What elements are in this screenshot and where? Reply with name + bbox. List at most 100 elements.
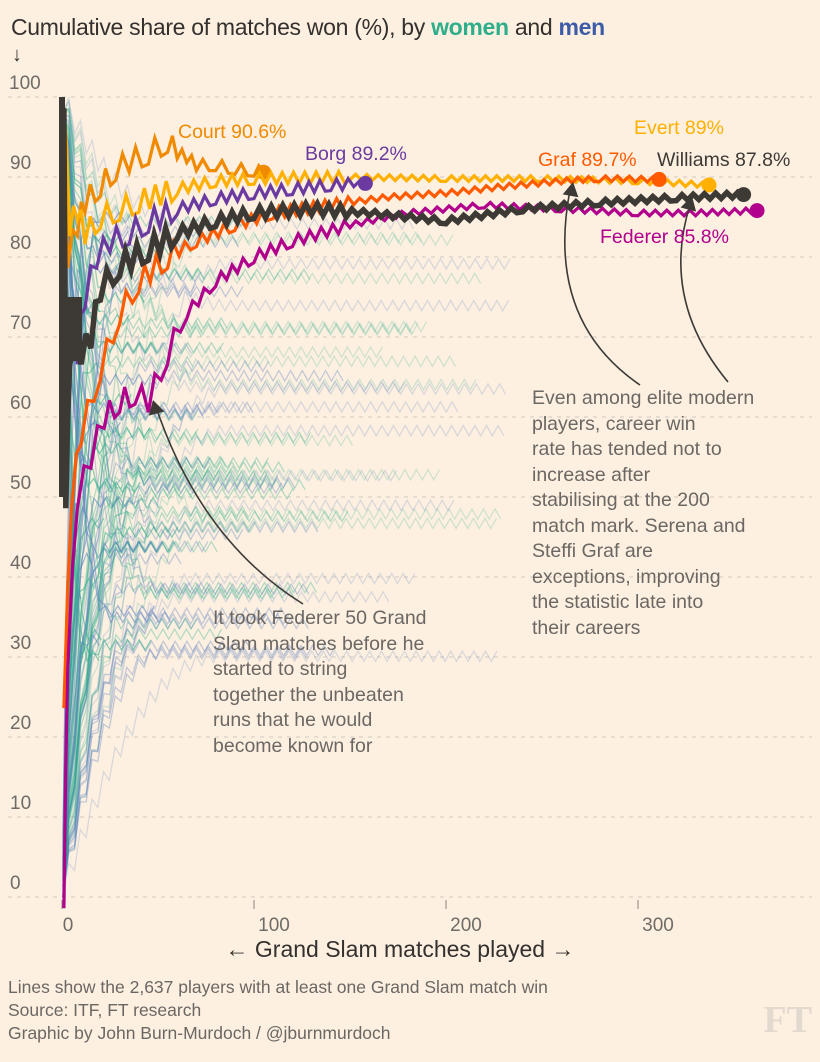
y-tick-label: 80 bbox=[10, 233, 31, 254]
footer-credit: Graphic by John Burn-Murdoch / @jburnmur… bbox=[8, 1023, 391, 1043]
chart-plot: 0 10 20 30 40 50 60 70 80 90 100 0 100 200 300 Court … bbox=[8, 73, 812, 936]
background-player-line bbox=[62, 114, 498, 530]
background-player-line bbox=[62, 128, 198, 631]
background-player-line bbox=[62, 120, 205, 421]
footer: Lines show the 2,637 players with at lea… bbox=[8, 976, 548, 1045]
series-label-evert: Evert 89% bbox=[634, 117, 724, 139]
background-player-line bbox=[62, 647, 307, 898]
annotation-line: their careers bbox=[532, 616, 641, 639]
elite-annotation: Even among elite modern players, career … bbox=[532, 386, 754, 641]
annotation-line: Even among elite modern bbox=[532, 387, 755, 409]
annotation-line: Steffi Graf are bbox=[532, 540, 654, 562]
series-label-graf: Graf 89.7% bbox=[538, 149, 637, 171]
background-player-line bbox=[62, 606, 288, 898]
background-player-line bbox=[62, 505, 249, 898]
background-player-line bbox=[62, 382, 506, 898]
williams-arrow-head bbox=[680, 196, 697, 212]
background-player-line bbox=[62, 469, 271, 898]
background-player-line bbox=[62, 408, 199, 893]
background-player-line bbox=[62, 233, 454, 898]
series-label-borg: Borg 89.2% bbox=[305, 143, 407, 165]
series-endpoint-evert bbox=[701, 177, 717, 193]
background-player-line bbox=[62, 345, 383, 898]
series-endpoint-graf bbox=[651, 171, 667, 187]
annotation-line: started to string bbox=[213, 658, 348, 680]
y-tick-label: 60 bbox=[10, 393, 31, 414]
federer-arrow-head bbox=[148, 400, 165, 416]
background-player-line bbox=[62, 123, 197, 498]
background-player-line bbox=[62, 118, 279, 487]
series-label-williams: Williams 87.8% bbox=[657, 149, 790, 171]
y-tick-label: 50 bbox=[10, 473, 31, 494]
series-line-borg bbox=[63, 175, 367, 365]
background-player-line bbox=[62, 649, 498, 898]
series-label-court: Court 90.6% bbox=[178, 121, 286, 143]
annotation-line: together the unbeaten bbox=[213, 683, 404, 706]
background-player-line bbox=[62, 540, 218, 898]
y-tick-label: 0 bbox=[10, 873, 21, 894]
x-tick-label: 100 bbox=[258, 915, 290, 936]
background-player-line bbox=[62, 525, 179, 895]
background-player-line bbox=[62, 433, 354, 898]
series-labels: Court 90.6% Evert 89% Borg 89.2% Graf 89.7%… bbox=[178, 117, 790, 248]
x-axis-label: ← Grand Slam matches played → bbox=[0, 936, 820, 963]
y-tick-label: 70 bbox=[10, 313, 31, 334]
background-player-line bbox=[62, 496, 160, 892]
background-player-line bbox=[62, 96, 415, 231]
federer-arrow bbox=[154, 403, 304, 605]
background-player-line bbox=[62, 552, 182, 897]
annotation-line: Slam matches before he bbox=[213, 632, 425, 655]
background-player-line bbox=[62, 465, 240, 898]
x-axis-ticks: 0 100 200 300 bbox=[61, 900, 674, 936]
y-tick-label: 10 bbox=[10, 793, 31, 814]
background-player-line bbox=[62, 638, 152, 898]
background-player-line bbox=[62, 119, 318, 594]
annotation-line: exceptions, improving bbox=[532, 565, 721, 588]
x-axis-label-text: ← Grand Slam matches played → bbox=[225, 936, 575, 962]
ft-logo: FT bbox=[763, 999, 812, 1041]
background-player-line bbox=[62, 99, 482, 286]
background-player-line bbox=[62, 469, 398, 898]
background-player-line bbox=[62, 121, 158, 354]
annotation-line: rate has tended not to bbox=[532, 438, 722, 460]
annotation-line: It took Federer 50 Grand bbox=[213, 607, 427, 629]
background-player-line bbox=[62, 481, 283, 898]
series-label-federer: Federer 85.8% bbox=[600, 226, 729, 248]
annotation-line: players, career win bbox=[532, 412, 696, 435]
background-player-line bbox=[62, 540, 164, 894]
series-line-graf bbox=[62, 173, 660, 709]
background-player-line bbox=[62, 590, 390, 898]
series-endpoint-williams bbox=[736, 187, 752, 203]
background-player-line bbox=[62, 230, 422, 898]
williams-arrow bbox=[680, 204, 729, 383]
background-player-line bbox=[62, 134, 156, 618]
background-player-line bbox=[62, 616, 309, 898]
annotation-line: become known for bbox=[213, 734, 373, 757]
annotation-line: runs that he would bbox=[213, 709, 373, 731]
series-line-williams bbox=[61, 108, 745, 509]
background-player-line bbox=[62, 113, 405, 394]
background-player-line bbox=[62, 119, 194, 369]
background-player-line bbox=[62, 627, 223, 898]
background-player-line bbox=[62, 400, 459, 898]
title-men-legend: men bbox=[558, 14, 605, 40]
background-player-line bbox=[62, 373, 158, 886]
y-tick-label: 90 bbox=[10, 153, 31, 174]
background-player-line bbox=[62, 116, 228, 330]
x-tick-label: 300 bbox=[642, 915, 674, 936]
background-player-line bbox=[62, 110, 477, 392]
x-tick-label: 200 bbox=[450, 915, 482, 936]
background-player-line bbox=[62, 354, 457, 898]
title-and: and bbox=[508, 14, 559, 40]
annotation-line: increase after bbox=[532, 463, 651, 486]
background-player-line bbox=[62, 118, 319, 534]
background-player-line bbox=[62, 116, 312, 444]
background-player-line bbox=[62, 120, 295, 600]
y-tick-label: 100 bbox=[9, 73, 41, 94]
series-endpoint-borg bbox=[357, 175, 373, 191]
background-player-line bbox=[62, 571, 416, 898]
background-player-line bbox=[62, 369, 344, 898]
y-axis-arrow-icon: ↓ bbox=[12, 44, 22, 66]
annotation-line: stabilising at the 200 bbox=[532, 489, 710, 511]
footer-source: Source: ITF, FT research bbox=[8, 1000, 202, 1020]
